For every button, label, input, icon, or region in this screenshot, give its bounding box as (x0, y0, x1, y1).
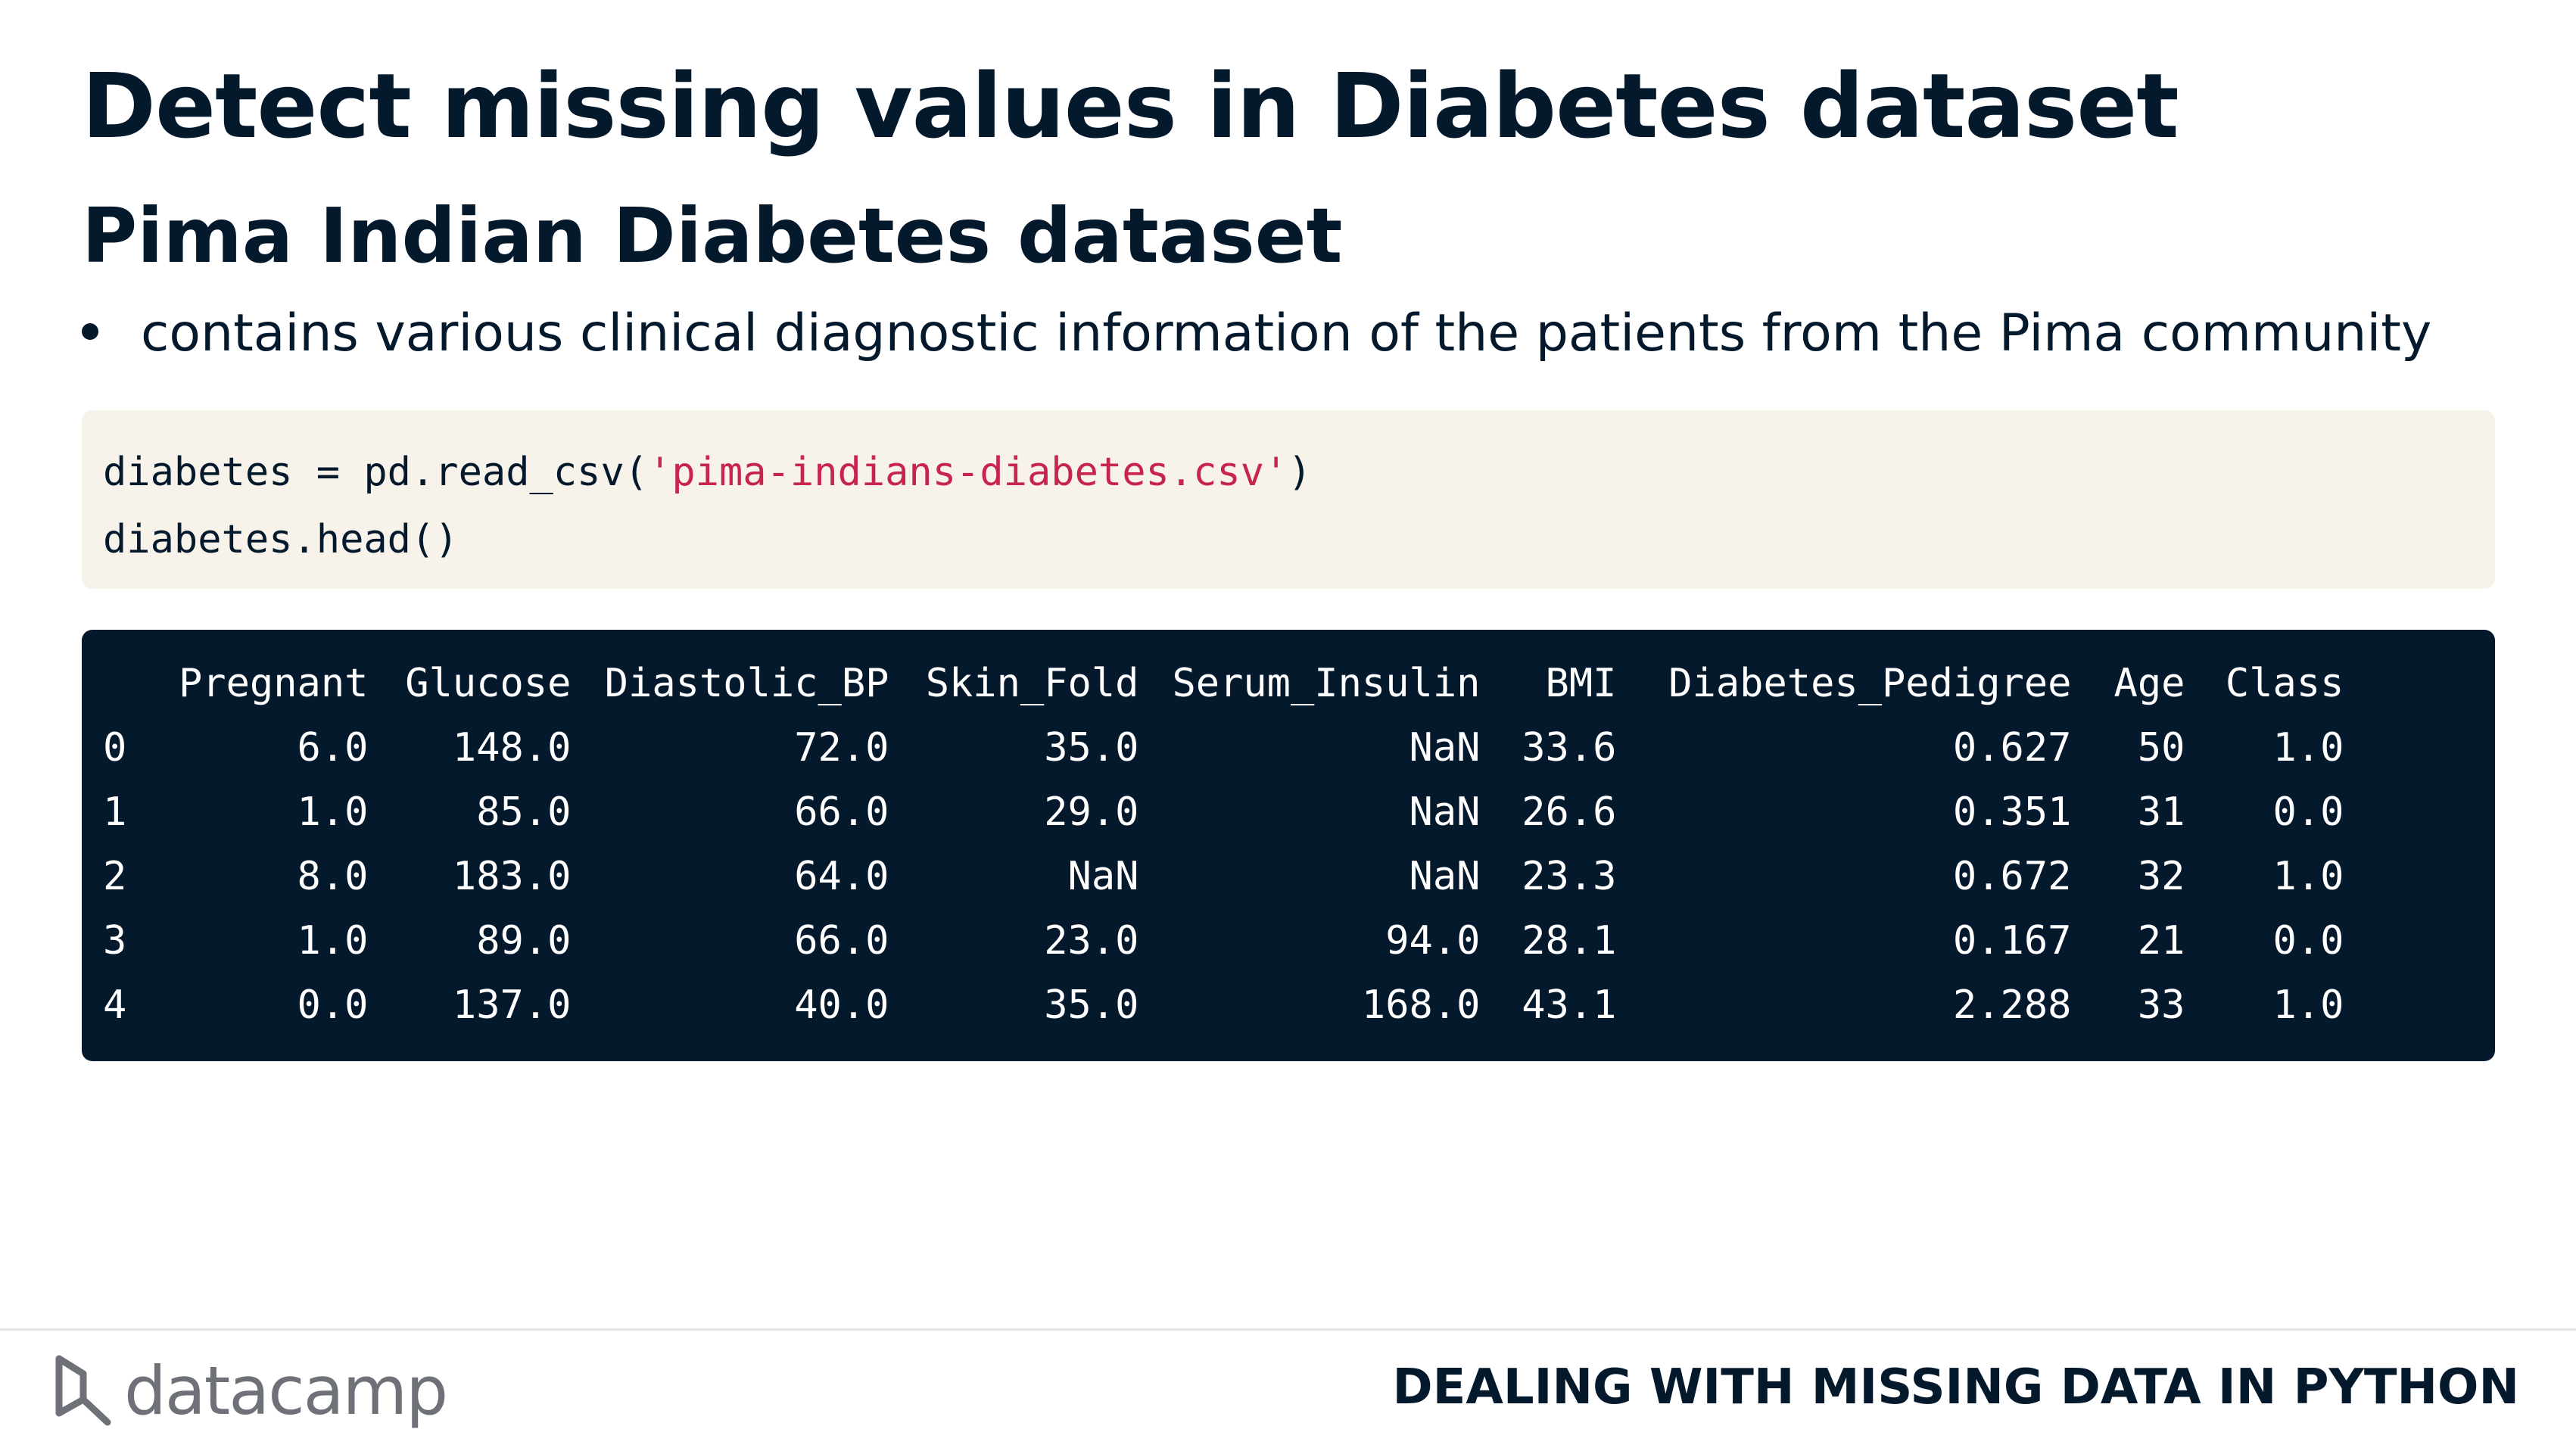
table-header-cell: Diabetes_Pedigree (1668, 660, 2072, 706)
bullet-item: contains various clinical diagnostic inf… (82, 303, 2431, 365)
footer-divider (0, 1328, 2576, 1331)
table-cell: 35.0 (1044, 724, 1139, 771)
table-cell: 1.0 (297, 917, 369, 964)
table-cell: 23.0 (1044, 917, 1139, 964)
output-block: Pregnant Glucose Diastolic_BP Skin_Fold … (82, 630, 2495, 1061)
bullet-text: contains various clinical diagnostic inf… (141, 304, 2432, 363)
datacamp-logo-icon (55, 1355, 111, 1426)
table-cell: 64.0 (794, 853, 889, 899)
table-cell: 72.0 (794, 724, 889, 771)
table-cell: 0.0 (297, 982, 369, 1028)
table-cell: 32 (2137, 853, 2185, 899)
table-row: 4 0.0 137.0 40.0 35.0 168.0 43.1 2.288 3… (103, 973, 2344, 1037)
table-header-cell: Serum_Insulin (1172, 660, 1481, 706)
table-cell: 89.0 (476, 917, 572, 964)
table-cell: 40.0 (794, 982, 889, 1028)
code-line-1-string: 'pima-indians-diabetes.csv' (648, 450, 1288, 495)
table-cell: 148.0 (452, 724, 572, 771)
table-header-cell: Skin_Fold (925, 660, 1139, 706)
table-cell: 33 (2137, 982, 2185, 1028)
table-cell: 0.0 (2272, 789, 2344, 835)
table-cell: 137.0 (452, 982, 572, 1028)
table-cell: NaN (1067, 853, 1139, 899)
table-cell: 0.351 (1952, 789, 2072, 835)
table-cell: 2.288 (1952, 982, 2072, 1028)
table-cell: 168.0 (1361, 982, 1481, 1028)
table-cell: 0 (103, 724, 127, 771)
table-header-cell: Diastolic_BP (604, 660, 889, 706)
table-cell: 31 (2137, 789, 2185, 835)
table-cell: 0.167 (1952, 917, 2072, 964)
table-cell: 50 (2137, 724, 2185, 771)
table-cell: NaN (1409, 789, 1481, 835)
table-cell: NaN (1409, 853, 1481, 899)
slide-title: Detect missing values in Diabetes datase… (82, 54, 2179, 158)
table-cell: 28.1 (1522, 917, 1617, 964)
code-line-1-prefix: diabetes = pd.read_csv( (103, 450, 649, 495)
table-row: 0 6.0 148.0 72.0 35.0 NaN 33.6 0.627 50 … (103, 715, 2344, 780)
table-cell: 26.6 (1522, 789, 1617, 835)
table-cell: NaN (1409, 724, 1481, 771)
table-row: 3 1.0 89.0 66.0 23.0 94.0 28.1 0.167 21 … (103, 908, 2344, 973)
table-header-cell (103, 651, 179, 715)
table-cell: 183.0 (452, 853, 572, 899)
slide-subtitle: Pima Indian Diabetes dataset (82, 191, 1343, 280)
bullet-dot-icon (82, 323, 98, 341)
table-header-cell: BMI (1545, 660, 1617, 706)
code-line-1-suffix: ) (1288, 450, 1312, 495)
table-cell: 43.1 (1522, 982, 1617, 1028)
table-cell: 0.0 (2272, 917, 2344, 964)
table-cell: 23.3 (1522, 853, 1617, 899)
table-row: 2 8.0 183.0 64.0 NaN NaN 23.3 0.672 32 1… (103, 844, 2344, 908)
code-block: diabetes = pd.read_csv('pima-indians-dia… (82, 410, 2495, 589)
table-header-cell: Age (2113, 660, 2185, 706)
table-header-cell: Pregnant (179, 660, 369, 706)
table-cell: 1.0 (297, 789, 369, 835)
output-table: Pregnant Glucose Diastolic_BP Skin_Fold … (103, 651, 2344, 1037)
table-cell: 35.0 (1044, 982, 1139, 1028)
table-cell: 3 (103, 917, 127, 964)
table-cell: 2 (103, 853, 127, 899)
table-row: 1 1.0 85.0 66.0 29.0 NaN 26.6 0.351 31 0… (103, 780, 2344, 844)
table-cell: 1.0 (2272, 724, 2344, 771)
logo-text: datacamp (124, 1351, 448, 1430)
table-cell: 1.0 (2272, 853, 2344, 899)
table-cell: 0.672 (1952, 853, 2072, 899)
table-cell: 21 (2137, 917, 2185, 964)
table-cell: 66.0 (794, 917, 889, 964)
table-cell: 66.0 (794, 789, 889, 835)
table-header-cell: Glucose (405, 660, 572, 706)
code-line-2: diabetes.head() (103, 517, 459, 562)
course-title: DEALING WITH MISSING DATA IN PYTHON (1392, 1359, 2519, 1415)
table-cell: 85.0 (476, 789, 572, 835)
table-header-row: Pregnant Glucose Diastolic_BP Skin_Fold … (103, 651, 2344, 715)
table-cell: 29.0 (1044, 789, 1139, 835)
table-cell: 33.6 (1522, 724, 1617, 771)
table-header-cell: Class (2225, 660, 2344, 706)
table-cell: 94.0 (1385, 917, 1481, 964)
table-cell: 4 (103, 982, 127, 1028)
table-cell: 0.627 (1952, 724, 2072, 771)
table-cell: 6.0 (297, 724, 369, 771)
table-cell: 8.0 (297, 853, 369, 899)
datacamp-logo: datacamp (53, 1349, 448, 1432)
table-cell: 1.0 (2272, 982, 2344, 1028)
table-cell: 1 (103, 789, 127, 835)
